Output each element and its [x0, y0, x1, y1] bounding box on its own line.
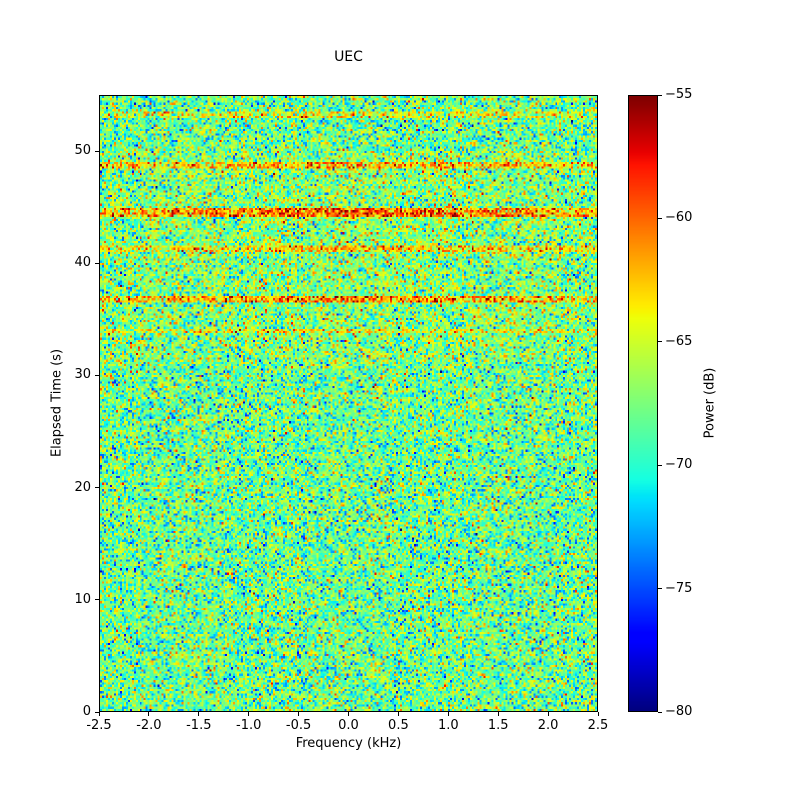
x-tick-mark	[348, 712, 349, 716]
colorbar-tick-mark	[658, 217, 662, 219]
y-tick-label: 50	[74, 143, 91, 159]
y-tick-label: 40	[74, 255, 91, 271]
colorbar-tick-mark	[658, 94, 662, 96]
x-tick-label: 1.0	[437, 718, 459, 733]
x-tick-mark	[547, 712, 549, 716]
colorbar-canvas	[629, 96, 657, 711]
colorbar-tick-label: −65	[665, 333, 693, 349]
y-tick-mark	[95, 487, 99, 489]
x-tick-label: -1.0	[236, 718, 262, 733]
x-tick-label: 2.0	[537, 718, 559, 733]
colorbar-tick-label: −55	[665, 87, 693, 102]
y-tick-mark	[95, 711, 99, 713]
x-axis-label: Frequency (kHz)	[295, 736, 402, 751]
colorbar-tick-label: −60	[665, 210, 693, 226]
x-tick-mark	[98, 712, 100, 716]
colorbar-tick-label: −80	[665, 704, 693, 719]
colorbar-tick-mark	[658, 341, 662, 343]
x-tick-mark	[298, 712, 300, 716]
colorbar-tick-mark	[658, 711, 662, 713]
x-tick-mark	[248, 712, 250, 716]
colorbar-tick-label: −70	[665, 457, 693, 473]
x-tick-label: 1.5	[487, 718, 509, 733]
x-tick-mark	[497, 712, 499, 716]
x-tick-label: 2.5	[587, 718, 609, 733]
x-tick-label: 0.0	[338, 718, 359, 733]
x-tick-mark	[397, 712, 399, 716]
spectrogram-canvas	[100, 96, 597, 711]
x-tick-label: -2.5	[86, 718, 112, 733]
chart-title: UEC	[334, 49, 363, 65]
x-tick-label: -0.5	[285, 718, 312, 733]
x-tick-mark	[597, 712, 599, 716]
x-tick-mark	[198, 712, 200, 716]
colorbar-tick-mark	[658, 464, 662, 466]
y-tick-mark	[95, 374, 99, 376]
y-axis-label: Elapsed Time (s)	[49, 348, 65, 458]
colorbar-tick-mark	[658, 588, 662, 590]
x-tick-mark	[447, 712, 449, 716]
spectrogram-plot	[99, 95, 598, 712]
y-tick-mark	[95, 150, 99, 152]
x-tick-label: -2.0	[136, 718, 162, 733]
y-tick-mark	[95, 599, 99, 601]
x-tick-mark	[148, 712, 150, 716]
x-tick-label: -1.5	[186, 718, 212, 733]
y-tick-label: 10	[74, 591, 91, 607]
colorbar-tick-label: −75	[665, 580, 693, 596]
y-tick-label: 0	[82, 704, 91, 719]
colorbar	[628, 95, 658, 712]
y-tick-label: 30	[74, 367, 91, 383]
colorbar-label: Power (dB)	[702, 367, 718, 439]
y-tick-mark	[95, 262, 99, 264]
y-tick-label: 20	[74, 479, 91, 495]
x-tick-label: 0.5	[388, 718, 409, 733]
